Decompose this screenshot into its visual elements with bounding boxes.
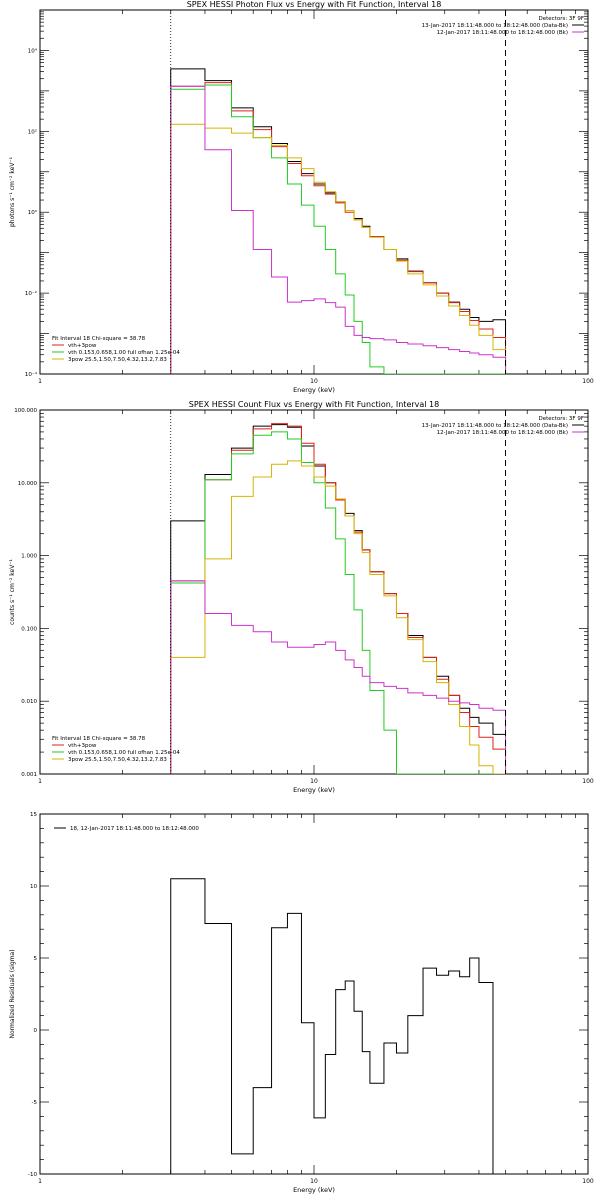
legend-entry-time-range: 12-Jan-2017 18:11:48.000 to 18:12:48.000… — [437, 30, 568, 36]
y-tick-label: 10⁻² — [25, 290, 37, 297]
chart-panel-1: SPEX HESSI Photon Flux vs Energy with Fi… — [9, 0, 594, 394]
x-tick-label: 1 — [38, 778, 42, 785]
y-tick-label: 1.000 — [21, 554, 37, 560]
series-vth-3pow — [170, 82, 507, 374]
y-tick-label: -5 — [32, 1100, 38, 1106]
legend-entry-fit-component: vth 0.153,0.658,1.00 full ofhan 1.25e-04 — [68, 750, 180, 756]
x-tick-label: 100 — [582, 778, 594, 785]
series-group — [170, 68, 507, 374]
series-bk — [170, 580, 507, 774]
legend-entry-fit-component: vth+3pow — [68, 343, 97, 349]
legend-entry-time-range: 12-Jan-2017 18:11:48.000 to 18:12:48.000… — [437, 430, 568, 436]
y-axis-label: counts s⁻¹ cm⁻² keV⁻¹ — [9, 559, 16, 625]
chart-panel-3: Energy (keV) Normalized Residuals (sigma)… — [9, 812, 594, 1194]
series-3pow — [170, 460, 506, 774]
series-residuals — [170, 878, 494, 1174]
series-bk — [170, 85, 507, 374]
x-tick-label: 10 — [310, 378, 318, 385]
chart-title: SPEX HESSI Count Flux vs Energy with Fit… — [189, 400, 440, 409]
legend-entry-time-range: 13-Jan-2017 18:11:48.000 to 18:12:48.000… — [422, 423, 568, 429]
series-group — [170, 423, 507, 774]
series-vth — [170, 431, 506, 774]
y-tick-label: 10 — [30, 884, 37, 890]
legend-entry-residuals: 18, 12-Jan-2017 18:11:48.000 to 18:12:48… — [70, 826, 199, 832]
series-data-bk — [170, 424, 507, 774]
y-tick-label: 0.010 — [21, 699, 37, 705]
y-tick-label: -10 — [28, 1172, 37, 1178]
y-axis-label: photons s⁻¹ cm⁻² keV⁻¹ — [9, 156, 16, 227]
chart-panel-2: SPEX HESSI Count Flux vs Energy with Fit… — [9, 400, 594, 794]
x-tick-label: 10 — [310, 1178, 318, 1185]
x-tick-label: 100 — [582, 378, 594, 385]
legend-entry-fit-component: 3pow 25.5,1.50,7.50,4.32,13.2,7.83 — [68, 757, 167, 763]
y-tick-label: 0.100 — [21, 626, 37, 632]
x-axis-label: Energy (keV) — [293, 786, 335, 794]
x-tick-label: 10 — [310, 778, 318, 785]
y-tick-label: 10² — [28, 128, 37, 135]
series-3pow — [170, 123, 507, 374]
x-tick-label: 100 — [582, 1178, 594, 1185]
detectors-label: Detectors: 3F 9F — [538, 16, 584, 22]
y-tick-label: 5 — [34, 956, 38, 962]
y-tick-label: 100.000 — [14, 408, 37, 414]
x-tick-label: 1 — [38, 378, 42, 385]
legend-entry-fit-component: 3pow 25.5,1.50,7.50,4.32,13.2,7.83 — [68, 357, 167, 363]
y-axis-label: Normalized Residuals (sigma) — [9, 949, 16, 1038]
legend-entry-fit-component: vth 0.153,0.658,1.00 full ofhan 1.25e-04 — [68, 350, 180, 356]
y-tick-label: 10⁴ — [28, 47, 38, 54]
fit-interval-label: Fit Interval 18 Chi-square = 38.78 — [52, 336, 146, 342]
x-axis-label: Energy (keV) — [293, 386, 335, 394]
series-data-bk — [170, 68, 507, 374]
detectors-label: Detectors: 3F 9F — [538, 416, 584, 422]
fit-interval-label: Fit Interval 18 Chi-square = 38.78 — [52, 736, 146, 742]
y-tick-label: 10⁻⁴ — [25, 371, 38, 378]
legend-entry-fit-component: vth+3pow — [68, 743, 97, 749]
y-tick-label: 0 — [34, 1028, 38, 1034]
series-vth-3pow — [170, 423, 507, 774]
x-axis-label: Energy (keV) — [293, 1186, 335, 1194]
plot-frame — [39, 813, 589, 1175]
x-tick-label: 1 — [38, 1178, 42, 1185]
y-tick-label: 10⁰ — [28, 209, 38, 216]
series-vth — [170, 84, 506, 374]
y-tick-label: 15 — [30, 812, 37, 818]
series-group — [170, 878, 494, 1174]
chart-title: SPEX HESSI Photon Flux vs Energy with Fi… — [187, 0, 442, 9]
y-tick-label: 10.000 — [18, 481, 38, 487]
legend-entry-time-range: 13-Jan-2017 18:11:48.000 to 18:12:48.000… — [422, 23, 568, 29]
y-tick-label: 0.001 — [21, 772, 37, 778]
